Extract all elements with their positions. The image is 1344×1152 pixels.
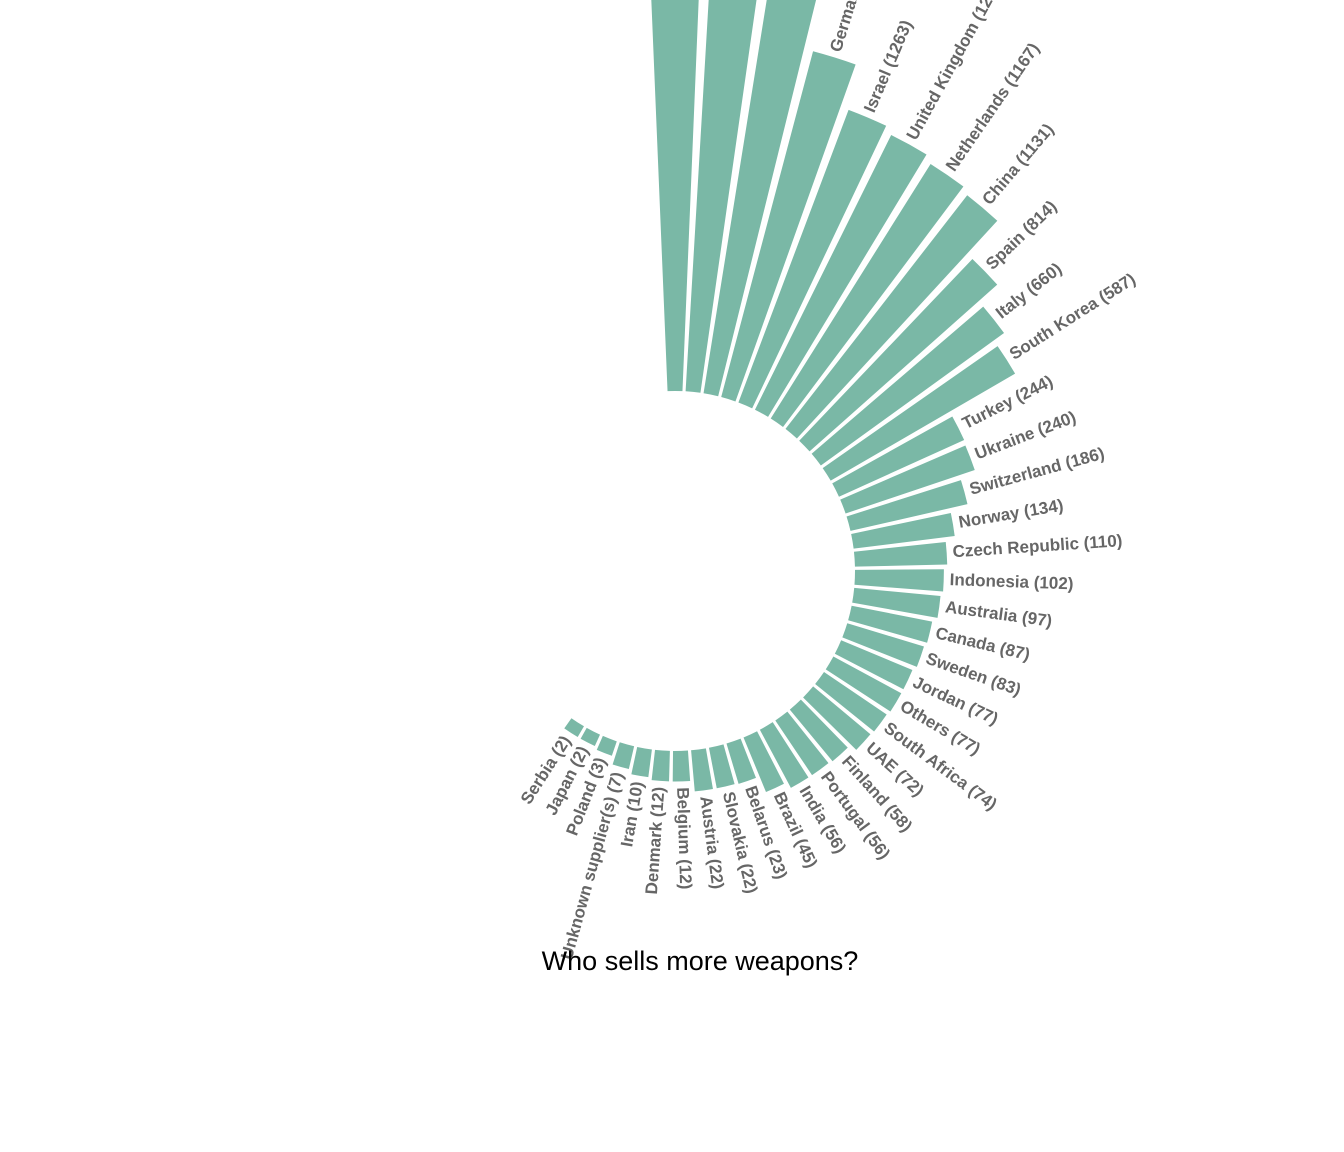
bar-spain — [799, 258, 998, 452]
bar-germany-frg — [721, 51, 856, 402]
bar-netherlands — [770, 163, 964, 428]
bar-switzerland — [846, 480, 968, 531]
chart-title: Who sells more weapons? — [542, 946, 859, 976]
bar-china — [785, 195, 998, 439]
bar-czech-republic — [853, 541, 948, 567]
bar-others — [825, 656, 902, 712]
label-norway: Norway (134) — [957, 496, 1065, 532]
bar-indonesia — [854, 569, 944, 592]
bar-ukraine — [840, 445, 975, 514]
bar-canada — [848, 605, 933, 643]
bar-israel — [738, 109, 887, 409]
bar-portugal — [775, 711, 829, 776]
label-indonesia: Indonesia (102) — [949, 570, 1073, 593]
label-belgium: Belgium (12) — [673, 787, 695, 890]
bar-slovakia — [708, 744, 735, 789]
bar-belgium — [672, 750, 691, 782]
bar-austria — [691, 748, 713, 792]
bar-australia — [852, 587, 941, 618]
bar-norway — [851, 512, 955, 549]
bar-denmark — [651, 749, 670, 782]
bar-sweden — [842, 623, 924, 667]
bar-turkey — [832, 416, 965, 497]
bar-poland — [596, 735, 617, 756]
bar-iran — [631, 746, 652, 778]
label-china: China (1131) — [978, 120, 1057, 209]
label-czech-republic: Czech Republic (110) — [952, 531, 1123, 561]
bar-russia — [685, 0, 757, 393]
label-denmark: Denmark (12) — [642, 786, 668, 895]
bar-belarus — [726, 738, 756, 784]
labels-group: US (12394)Russia (6148)France (2162)Germ… — [517, 0, 1139, 962]
bars-group — [564, 0, 1016, 793]
bar-us — [651, 0, 699, 392]
bar-serbia — [564, 718, 584, 738]
bar-india — [759, 722, 809, 788]
bar-unknown-supplier-s — [612, 742, 635, 769]
bar-united-kingdom — [754, 135, 927, 417]
bar-brazil — [743, 731, 784, 793]
label-australia: Australia (97) — [944, 597, 1053, 630]
bar-jordan — [834, 640, 913, 690]
bar-italy — [811, 306, 1005, 466]
bar-south-africa — [815, 671, 887, 732]
bar-south-korea — [822, 346, 1016, 481]
bar-france — [703, 0, 817, 397]
bar-finland — [789, 699, 848, 762]
bar-japan — [580, 727, 600, 746]
bar-uae — [803, 686, 871, 750]
label-italy: Italy (660) — [992, 259, 1065, 322]
label-israel: Israel (1263) — [860, 17, 916, 115]
